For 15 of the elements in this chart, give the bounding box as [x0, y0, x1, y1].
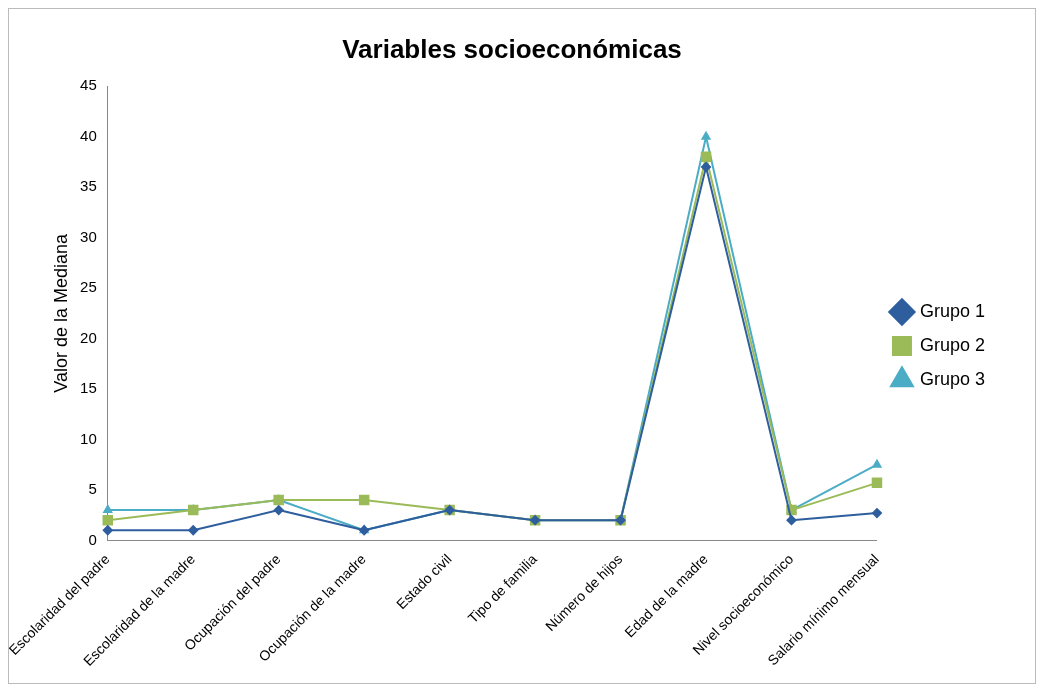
y-tick-label: 0 [88, 530, 97, 548]
y-tick-label: 40 [80, 126, 97, 144]
y-tick-label: 35 [80, 177, 97, 195]
legend-label: Grupo 2 [919, 334, 986, 355]
legend-label: Grupo 3 [919, 368, 986, 389]
y-tick-label: 45 [80, 76, 97, 94]
legend-label: Grupo 1 [919, 300, 986, 321]
chart-title: Variables socioeconómicas [342, 33, 682, 64]
y-tick-label: 30 [80, 227, 97, 245]
y-axis-title: Valor de la Mediana [51, 232, 72, 393]
y-tick-label: 15 [80, 379, 97, 397]
y-tick-label: 10 [80, 429, 97, 447]
y-tick-label: 25 [80, 278, 97, 296]
y-tick-label: 5 [88, 480, 97, 498]
y-tick-label: 20 [80, 328, 97, 346]
